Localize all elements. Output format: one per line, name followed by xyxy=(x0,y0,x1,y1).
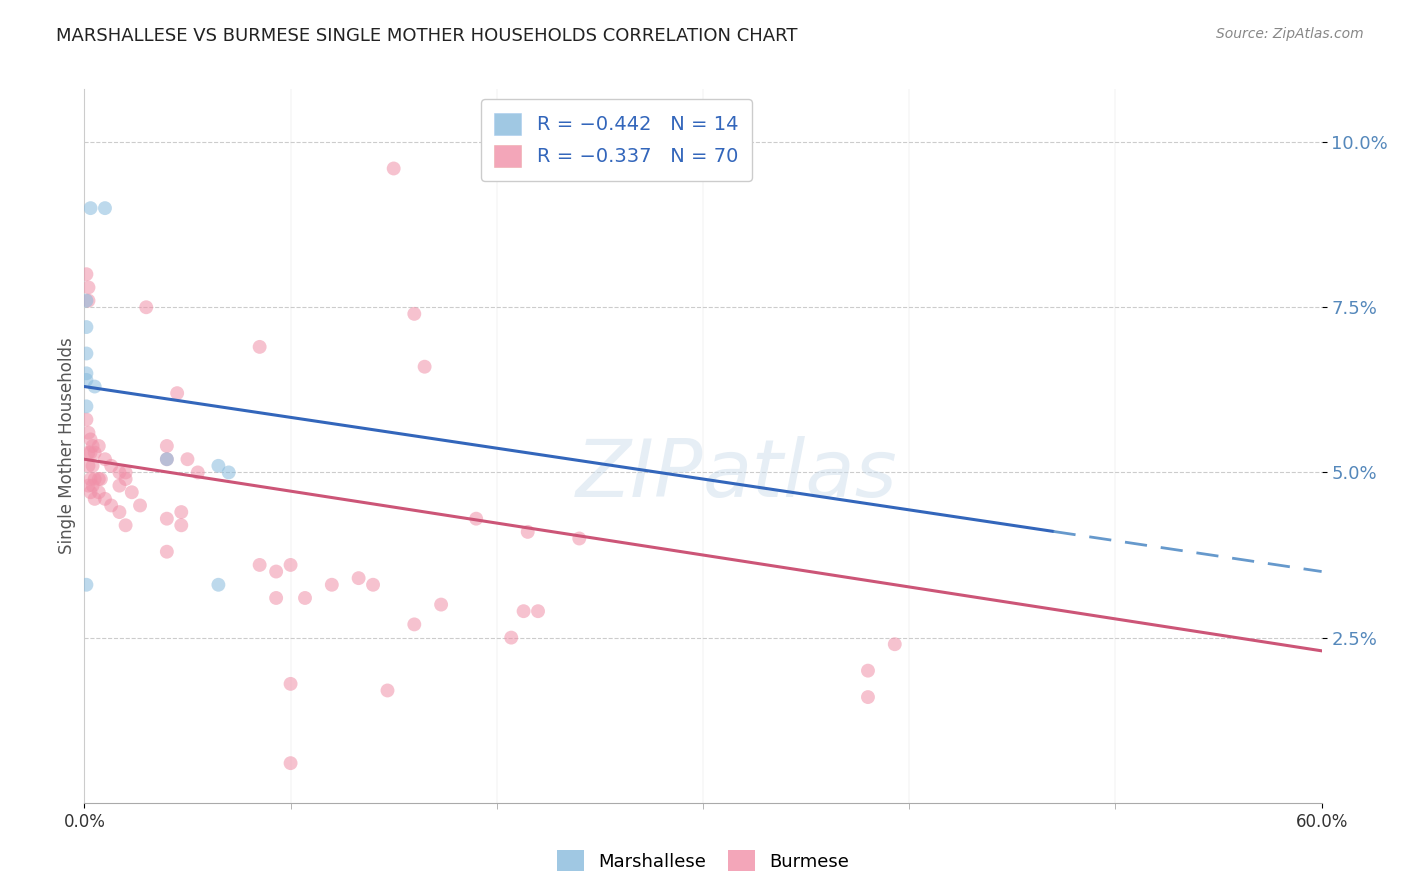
Point xyxy=(516,524,538,539)
Point xyxy=(430,598,453,612)
Point xyxy=(377,683,399,698)
Point xyxy=(79,445,101,459)
Point xyxy=(100,499,122,513)
Point xyxy=(207,458,229,473)
Point xyxy=(87,485,110,500)
Point xyxy=(94,452,117,467)
Point xyxy=(75,578,97,592)
Text: ZIP: ZIP xyxy=(575,435,703,514)
Text: atlas: atlas xyxy=(703,435,898,514)
Point xyxy=(79,485,101,500)
Point xyxy=(77,425,100,440)
Point xyxy=(156,452,179,467)
Point xyxy=(280,677,302,691)
Text: Source: ZipAtlas.com: Source: ZipAtlas.com xyxy=(1216,27,1364,41)
Point xyxy=(75,346,97,360)
Text: MARSHALLESE VS BURMESE SINGLE MOTHER HOUSEHOLDS CORRELATION CHART: MARSHALLESE VS BURMESE SINGLE MOTHER HOU… xyxy=(56,27,797,45)
Point xyxy=(568,532,591,546)
Point xyxy=(170,518,193,533)
Y-axis label: Single Mother Households: Single Mother Households xyxy=(58,338,76,554)
Point xyxy=(77,478,100,492)
Point xyxy=(75,400,97,414)
Point xyxy=(75,367,97,381)
Point xyxy=(249,340,271,354)
Point xyxy=(83,379,105,393)
Point xyxy=(77,445,100,459)
Point xyxy=(83,491,105,506)
Point xyxy=(79,472,101,486)
Point xyxy=(82,458,104,473)
Point xyxy=(207,578,229,592)
Point xyxy=(156,452,179,467)
Point xyxy=(79,433,101,447)
Point xyxy=(294,591,316,605)
Point xyxy=(512,604,534,618)
Point xyxy=(382,161,405,176)
Point xyxy=(114,518,136,533)
Point xyxy=(501,631,523,645)
Point xyxy=(83,472,105,486)
Point xyxy=(347,571,370,585)
Point xyxy=(170,505,193,519)
Legend: Marshallese, Burmese: Marshallese, Burmese xyxy=(550,843,856,879)
Point xyxy=(77,458,100,473)
Point xyxy=(361,578,384,592)
Point xyxy=(87,472,110,486)
Point xyxy=(187,466,209,480)
Point xyxy=(156,545,179,559)
Point xyxy=(75,373,97,387)
Point xyxy=(280,756,302,771)
Point xyxy=(321,578,343,592)
Point xyxy=(404,617,426,632)
Point xyxy=(264,591,287,605)
Point xyxy=(413,359,436,374)
Point xyxy=(90,472,112,486)
Point xyxy=(135,300,157,314)
Point xyxy=(82,478,104,492)
Legend: R = −0.442   N = 14, R = −0.337   N = 70: R = −0.442 N = 14, R = −0.337 N = 70 xyxy=(481,99,752,181)
Point xyxy=(121,485,143,500)
Point xyxy=(527,604,550,618)
Point xyxy=(108,466,131,480)
Point xyxy=(176,452,198,467)
Point xyxy=(156,511,179,525)
Point xyxy=(249,558,271,572)
Point xyxy=(77,280,100,294)
Point xyxy=(100,458,122,473)
Point xyxy=(79,201,101,215)
Point xyxy=(75,320,97,334)
Point xyxy=(156,439,179,453)
Point xyxy=(856,690,879,704)
Point xyxy=(87,439,110,453)
Point xyxy=(94,491,117,506)
Point xyxy=(166,386,188,401)
Point xyxy=(77,293,100,308)
Point xyxy=(129,499,152,513)
Point xyxy=(114,466,136,480)
Point xyxy=(75,267,97,281)
Point xyxy=(114,472,136,486)
Point xyxy=(856,664,879,678)
Point xyxy=(94,201,117,215)
Point xyxy=(218,466,240,480)
Point xyxy=(404,307,426,321)
Point xyxy=(280,558,302,572)
Point xyxy=(83,445,105,459)
Point xyxy=(883,637,905,651)
Point xyxy=(108,505,131,519)
Point xyxy=(108,478,131,492)
Point xyxy=(264,565,287,579)
Point xyxy=(465,511,488,525)
Point xyxy=(75,293,97,308)
Point xyxy=(75,412,97,426)
Point xyxy=(82,439,104,453)
